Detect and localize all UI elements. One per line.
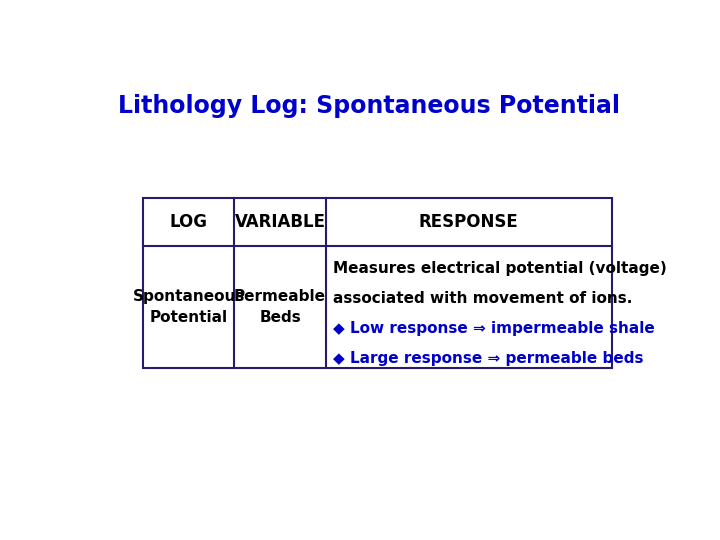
Text: RESPONSE: RESPONSE (419, 213, 518, 231)
Text: VARIABLE: VARIABLE (235, 213, 325, 231)
Text: Permeable
Beds: Permeable Beds (234, 289, 326, 325)
Text: Spontaneous
Potential: Spontaneous Potential (132, 289, 245, 325)
Text: Measures electrical potential (voltage): Measures electrical potential (voltage) (333, 261, 666, 276)
Text: Lithology Log: Spontaneous Potential: Lithology Log: Spontaneous Potential (118, 94, 620, 118)
Text: ◆ Low response ⇒ impermeable shale: ◆ Low response ⇒ impermeable shale (333, 321, 654, 336)
Text: LOG: LOG (170, 213, 207, 231)
Text: ◆ Large response ⇒ permeable beds: ◆ Large response ⇒ permeable beds (333, 351, 643, 366)
Text: associated with movement of ions.: associated with movement of ions. (333, 291, 632, 306)
Bar (143, 198, 612, 368)
